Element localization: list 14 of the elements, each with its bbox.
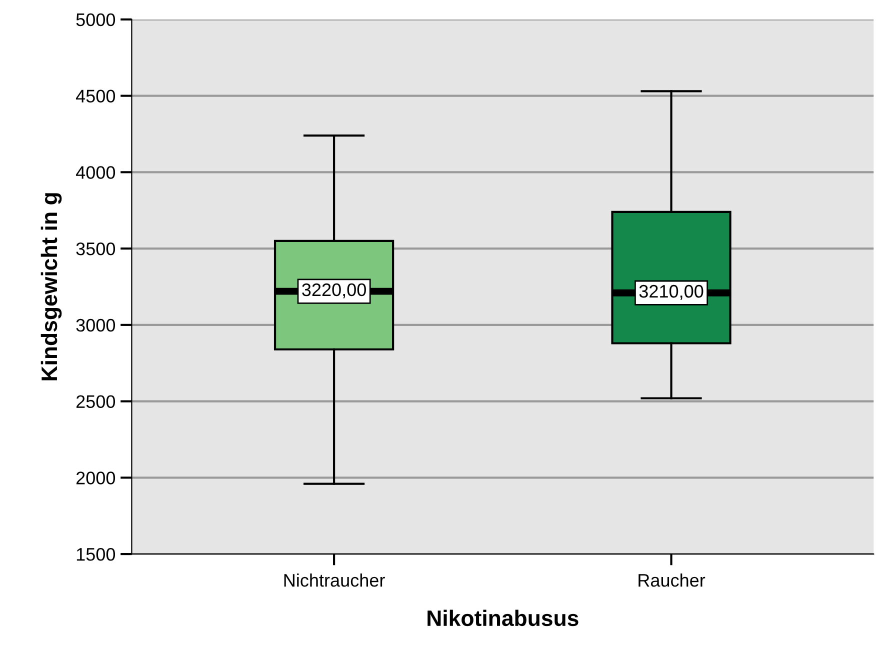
y-axis-title: Kindsgewicht in g xyxy=(40,193,62,380)
y-tick-label: 5000 xyxy=(76,13,116,26)
y-tick-label: 4500 xyxy=(76,90,116,103)
y-tick-label: 3000 xyxy=(76,318,116,332)
x-axis-title: Nikotinabusus xyxy=(428,610,578,626)
y-tick-label: 2500 xyxy=(76,395,116,408)
text: 3220,00 xyxy=(302,283,366,298)
y-tick-label: 2000 xyxy=(76,472,116,484)
x-tick-label: Nichtraucher xyxy=(284,573,385,587)
y-tick-label: 4000 xyxy=(76,166,116,179)
x-tick-label: Raucher xyxy=(638,573,706,587)
y-tick-label: 1500 xyxy=(76,548,116,561)
y-tick-label: 3500 xyxy=(76,242,116,256)
text: 3210,00 xyxy=(639,284,704,300)
